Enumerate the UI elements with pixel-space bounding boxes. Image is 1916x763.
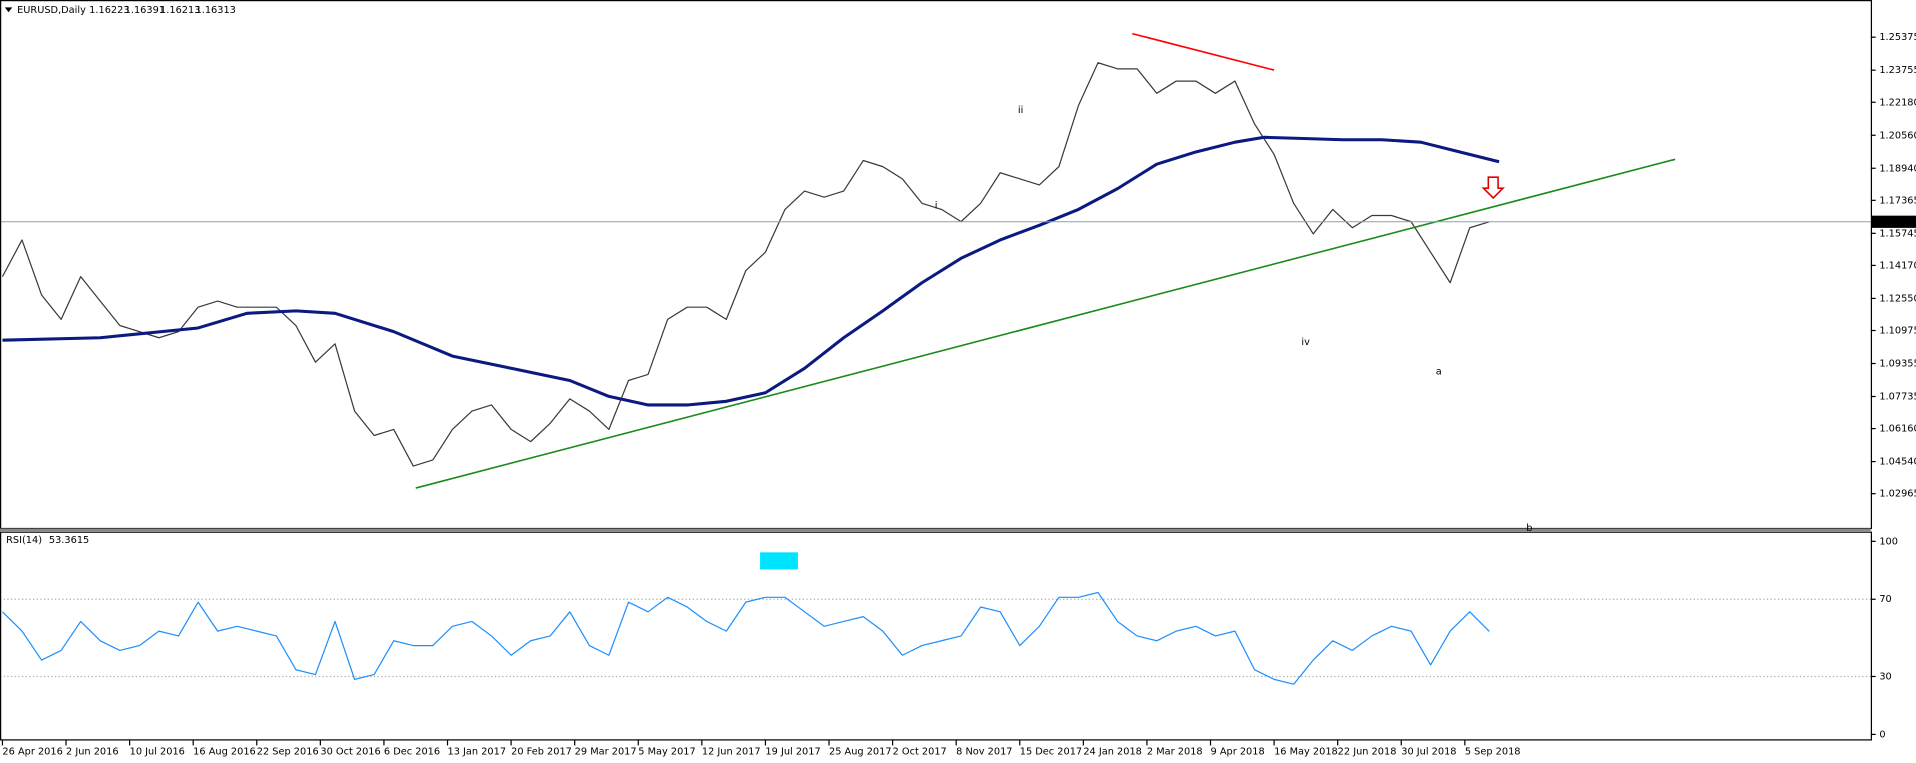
wave-label: ii: [1018, 105, 1023, 116]
x-tick-label: 13 Jan 2017: [448, 747, 507, 758]
symbol-title: EURUSD,Daily: [17, 5, 86, 16]
x-tick-label: 24 Jan 2018: [1083, 747, 1142, 758]
x-tick-label: 20 Feb 2017: [511, 747, 572, 758]
ohlc-open: 1.16223: [89, 5, 129, 16]
wave-label: iv: [1301, 337, 1310, 348]
rsi-frame: [0, 531, 1873, 741]
ohlc-high: 1.16391: [125, 5, 165, 16]
rsi-panel: 100 70 30 0: [0, 536, 1898, 740]
x-tick-label: 9 Apr 2018: [1211, 747, 1265, 758]
x-tick-label: 10 Jul 2016: [130, 747, 185, 758]
y-tick-label: 0: [1879, 729, 1885, 740]
price-panel: 1.25375 1.23755 1.22180 1.20560 1.18940 1.173…: [0, 32, 1916, 500]
x-tick-label: 2 Mar 2018: [1147, 747, 1203, 758]
x-tick-label: 5 Sep 2018: [1465, 747, 1521, 758]
y-tick-label: 1.25375: [1879, 32, 1916, 43]
y-tick-label: 1.14170: [1879, 260, 1916, 271]
ohlc-low: 1.16213: [160, 5, 200, 16]
x-tick-label: 8 Nov 2017: [956, 747, 1012, 758]
current-price-box: [1872, 215, 1916, 228]
rsi-title: RSI(14): [6, 535, 42, 546]
x-tick-label: 30 Oct 2016: [320, 747, 380, 758]
x-tick-label: 2 Oct 2017: [893, 747, 947, 758]
x-tick-label: 22 Jun 2018: [1338, 747, 1397, 758]
y-tick-label: 1.09355: [1879, 359, 1916, 370]
x-tick-label: 16 May 2018: [1274, 747, 1338, 758]
x-tick-label: 26 Apr 2016: [2, 747, 62, 758]
y-tick-label: 1.12550: [1879, 293, 1916, 304]
menu-triangle[interactable]: [4, 7, 13, 13]
y-tick-label: 1.02965: [1879, 489, 1916, 500]
series-line: [415, 158, 1676, 489]
wave-label: i: [935, 200, 938, 211]
y-tick-label: 1.07735: [1879, 392, 1916, 403]
wave-label: b: [1526, 523, 1532, 534]
series-line: [1132, 32, 1275, 71]
x-tick-label: 6 Dec 2016: [384, 747, 440, 758]
y-tick-label: 70: [1879, 594, 1891, 605]
ohlc-close: 1.16313: [196, 5, 236, 16]
series-line: [2, 135, 1500, 407]
y-tick-label: 1.04540: [1879, 457, 1916, 468]
y-tick-label: 1.20560: [1879, 130, 1916, 141]
x-tick-label: 30 Jul 2018: [1401, 747, 1456, 758]
y-tick-label: 1.06160: [1879, 424, 1916, 435]
down-arrow: [1481, 176, 1505, 200]
series-line: [2, 591, 1490, 685]
y-tick-label: 100: [1879, 536, 1898, 547]
current-price-label: 1.16313: [1876, 217, 1916, 228]
x-tick-label: 19 Jul 2017: [765, 747, 820, 758]
x-tick-label: 15 Dec 2017: [1020, 747, 1082, 758]
x-tick-label: 12 Jun 2017: [702, 747, 761, 758]
x-tick-label: 5 May 2017: [638, 747, 695, 758]
wave-label: a: [1436, 366, 1442, 377]
x-tick-label: 16 Aug 2016: [193, 747, 256, 758]
y-tick-label: 1.18940: [1879, 163, 1916, 174]
x-tick-label: 25 Aug 2017: [829, 747, 892, 758]
x-tick-label: 2 Jun 2016: [66, 747, 119, 758]
highlight-box: [760, 552, 798, 570]
y-tick-label: 1.23755: [1879, 65, 1916, 76]
y-tick-label: 1.15745: [1879, 228, 1916, 239]
x-tick-label: 29 Mar 2017: [575, 747, 637, 758]
y-tick-label: 1.10975: [1879, 326, 1916, 337]
rsi-last-value: 53.3615: [49, 535, 89, 546]
y-tick-label: 1.17365: [1879, 195, 1916, 206]
y-tick-label: 30: [1879, 671, 1891, 682]
series-line: [1, 62, 1490, 467]
y-tick-label: 1.22180: [1879, 97, 1916, 108]
x-tick-label: 22 Sep 2016: [257, 747, 319, 758]
